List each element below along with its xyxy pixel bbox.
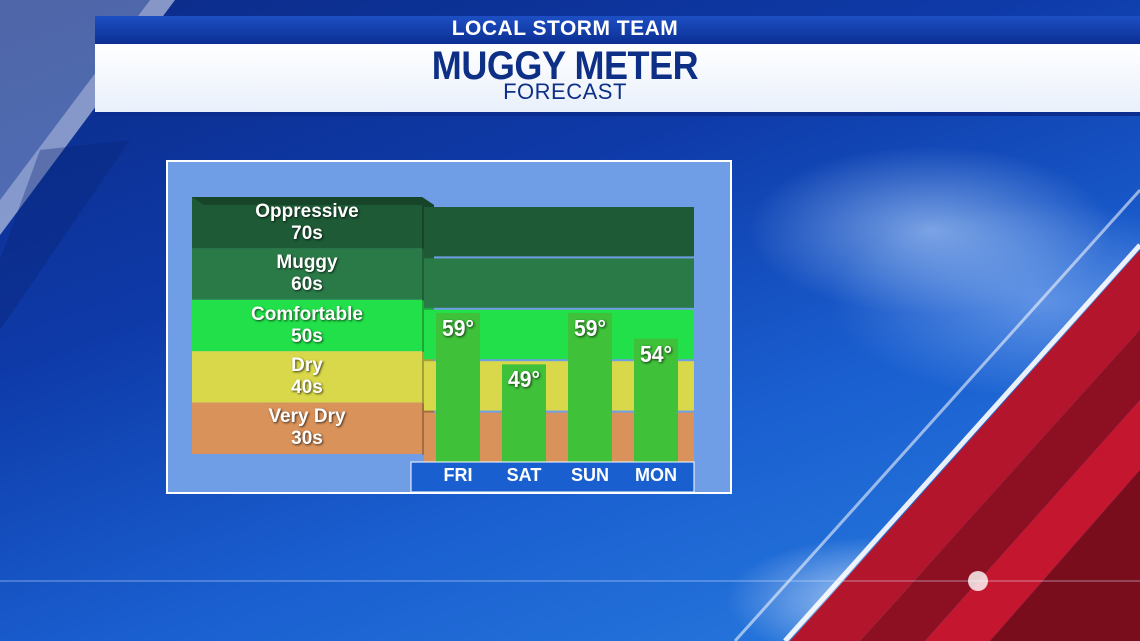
band-muggy bbox=[424, 258, 694, 308]
legend-band-dry bbox=[192, 351, 422, 403]
band-oppressive bbox=[424, 207, 694, 257]
legend-band-very-dry bbox=[192, 402, 422, 454]
legend-label-very-dry: Very Dry 30s bbox=[192, 406, 422, 450]
legend-label-oppressive: Oppressive 70s bbox=[192, 201, 422, 245]
bar-value-label-fri: 59° bbox=[442, 314, 474, 341]
legend-band-comfortable bbox=[192, 299, 422, 352]
bar-sun bbox=[568, 312, 612, 462]
header-banner: LOCAL STORM TEAM MUGGY METER FORECAST bbox=[95, 14, 1140, 118]
station-team-name: LOCAL STORM TEAM bbox=[451, 17, 679, 40]
bar-value-label-sun: 59° bbox=[574, 314, 606, 341]
legend-band-name: Comfortable bbox=[251, 303, 363, 325]
legend-label-muggy: Muggy 60s bbox=[192, 252, 422, 296]
header-main-strip bbox=[95, 44, 1140, 116]
legend-band-name: Oppressive bbox=[255, 200, 359, 222]
legend-band-muggy bbox=[192, 248, 422, 300]
bar-value-label-sat: 49° bbox=[508, 366, 540, 393]
day-label-sun: SUN bbox=[570, 465, 609, 485]
legend-band-range: 70s bbox=[291, 222, 323, 244]
legend-band-oppressive bbox=[192, 197, 422, 249]
legend-band-range: 50s bbox=[291, 325, 323, 347]
legend-label-dry: Dry 40s bbox=[192, 355, 422, 399]
legend-band-name: Muggy bbox=[276, 252, 338, 274]
legend-band-range: 60s bbox=[291, 274, 323, 296]
bar-sat bbox=[502, 364, 546, 462]
day-label-fri: FRI bbox=[443, 465, 473, 485]
day-axis-bar bbox=[410, 461, 695, 493]
legend-band-name: Dry bbox=[291, 354, 323, 376]
legend-band-range: 30s bbox=[291, 428, 323, 450]
day-label-sat: SAT bbox=[506, 465, 542, 485]
bar-mon bbox=[634, 338, 678, 462]
legend-label-comfortable: Comfortable 50s bbox=[192, 304, 422, 348]
legend-band-name: Very Dry bbox=[268, 406, 346, 428]
page-title: MUGGY METER bbox=[431, 44, 699, 88]
page-subtitle: FORECAST bbox=[503, 79, 627, 104]
legend-block-top bbox=[192, 197, 434, 205]
header-top-strip bbox=[95, 16, 1140, 44]
legend-band-range: 40s bbox=[291, 376, 323, 398]
bar-value-label-mon: 54° bbox=[640, 340, 672, 367]
bar-fri bbox=[436, 312, 480, 462]
day-label-mon: MON bbox=[635, 465, 677, 485]
